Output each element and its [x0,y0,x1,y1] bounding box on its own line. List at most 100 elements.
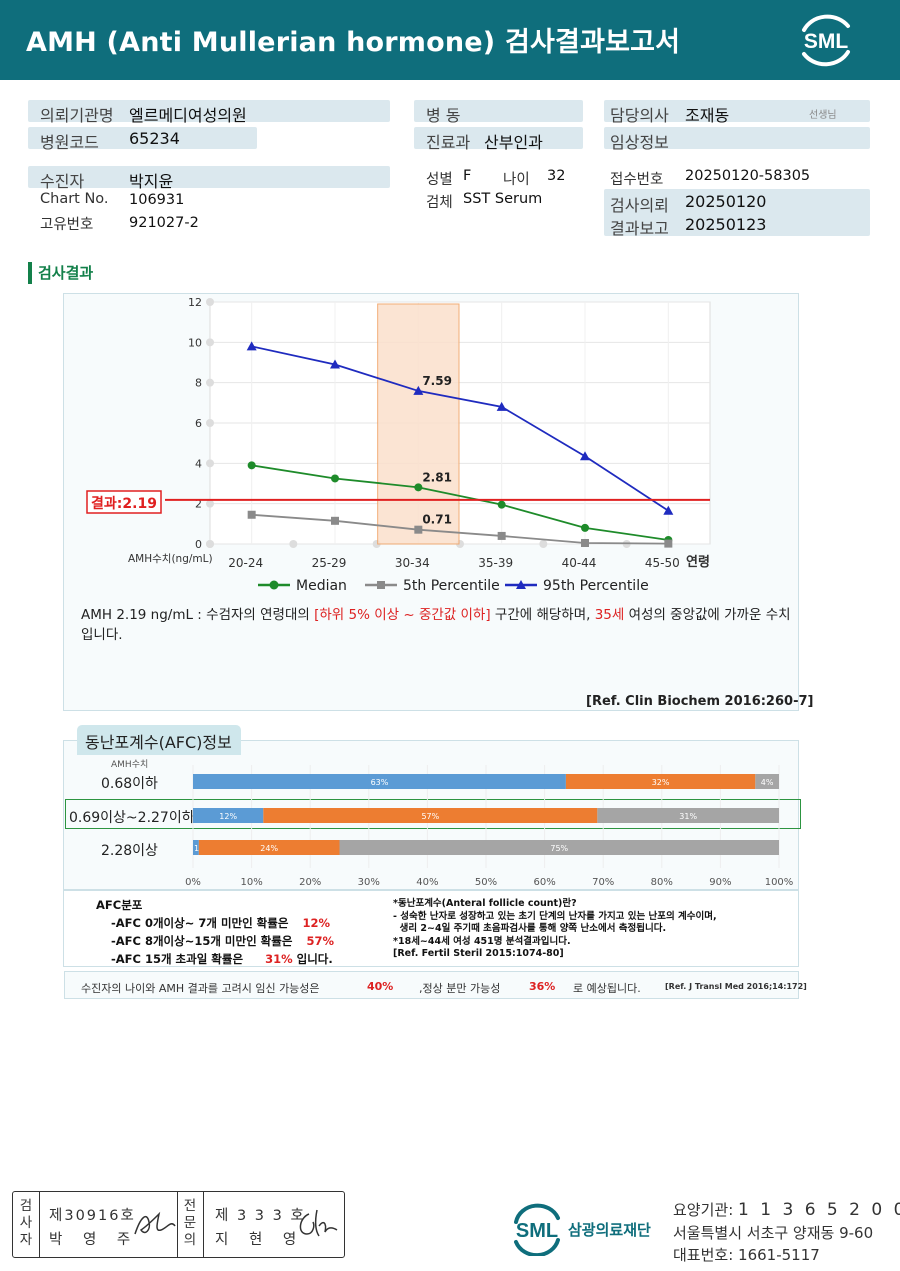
legend-marker-0 [269,580,279,590]
signature-box: 검사자 제30916호 박 영 주 전문의 제 3 3 3 호 지 현 영 [12,1191,345,1258]
afc-bar-label-0-2: 4% [761,778,774,787]
chart-no-value: 106931 [129,192,185,208]
series-line-2 [251,345,669,512]
legend-label-1: 5th Percentile [403,578,500,594]
y-tick-label-3: 6 [195,417,202,430]
phone-label: 대표번호: [673,1246,734,1264]
afc-notes-panel [63,890,799,967]
afc-row-label-0: 0.68이하 [101,776,158,792]
doctor-label: 담당의사 [610,106,669,125]
footer-logo-text: SML [516,1220,558,1242]
afc-tick-10: 100% [765,877,794,888]
point-1-3 [497,531,506,540]
y-tick-dot [206,338,214,347]
summary-text3: 로 예상됩니다. [573,982,641,995]
tester-column-label: 검사자 [19,1198,33,1248]
afc-line2-text: -AFC 8개이상~15개 미만인 확률은 [111,934,293,948]
footer-agency: 요양기관: 1 1 3 6 5 2 0 0 [673,1199,900,1220]
y-tick-dot [206,499,214,508]
agency-label: 요양기관: [673,1201,734,1219]
point-1-4 [581,538,589,547]
afc-small-label: AMH수치 [111,760,149,770]
y-tick-label-1: 2 [195,498,202,511]
afc-desc-l4: *18세~44세 여성 451명 분석결과입니다. [393,935,571,947]
afc-desc-l2: - 성숙한 난자로 성장하고 있는 초기 단계의 난자를 가지고 있는 난포의 … [393,910,717,922]
tester-license: 제30916호 [49,1208,136,1224]
afc-line1-val: 12% [302,916,330,930]
afc-bar-label-2-1: 24% [260,844,278,853]
specialist-column-label: 전문의 [183,1198,197,1248]
afc-bar-0-0 [193,774,566,789]
ward-row: 병 동 [414,100,583,125]
afc-line2-val: 57% [306,934,334,948]
afc-row-label-1: 0.69이상~2.27이하 [69,810,195,826]
x-tick-dot [539,540,548,548]
afc-bar-1-2 [597,808,779,823]
code-label: 병원코드 [40,133,99,152]
uid-value: 921027-2 [129,215,199,231]
point-2-3 [496,401,507,411]
specialist-name: 지 현 영 [215,1232,305,1248]
afc-bar-label-1-2: 31% [679,812,697,821]
afc-bar-label-1-1: 57% [421,812,439,821]
afc-bar-0-2 [755,774,779,789]
desc-part4: 35세 [594,607,625,623]
point-0-3 [497,500,506,509]
x-tick-label-5: 45-50 [645,556,680,570]
point-0-0 [247,461,256,470]
afc-line3-text: -AFC 15개 초과일 확률은 [111,952,244,966]
receipt-label: 접수번호 [610,172,664,188]
afc-notes-line3: -AFC 15개 초과일 확률은 31% 입니다. [96,950,334,968]
afc-bars: 63%32%4%12%57%31%1%24%75% [193,774,779,855]
sex-value: F [463,168,472,184]
phone-number: 1661-5117 [738,1246,820,1264]
x-tick-label-2: 30-34 [395,556,430,570]
afc-line3-val: 31% [265,952,293,966]
code-value: 65234 [129,129,180,148]
dept-label: 진료과 [426,133,471,152]
afc-tick-3: 30% [358,877,380,888]
request-value: 20250120 [685,192,767,211]
chart-series-group [246,341,674,548]
code-row: 병원코드 65234 [28,127,257,152]
afc-desc-l1: *동난포계수(Anteral follicle count)란? [393,898,577,909]
series-line-0 [251,464,669,541]
afc-desc-l3: 생리 2~4일 주기때 초음파검사를 통해 양쪽 난소에서 측정됩니다. [393,923,667,934]
tester-signature-icon [134,1211,176,1235]
afc-bar-label-1-0: 12% [219,812,237,821]
report-title: AMH (Anti Mullerian hormone) 검사결과보고서 [26,27,681,58]
point-1-5 [664,539,673,548]
afc-tick-9: 90% [709,877,731,888]
afc-stacked-bar-chart: 63%32%4%12%57%31%1%24%75% 0%10%20%30%40%… [185,765,793,888]
afc-highlight-row [65,799,801,829]
facility-value: 엘르메디여성의원 [129,106,247,125]
afc-bar-0-1 [565,774,756,789]
facility-row: 의뢰기관명 엘르메디여성의원 [28,100,390,125]
afc-bar-label-0-0: 63% [371,778,389,787]
point-2-2 [413,385,424,395]
chart-legend: Median 5th Percentile 95th Percentile [258,578,649,594]
agency-number: 1 1 3 6 5 2 0 0 [738,1200,900,1220]
y-axis-label: AMH수치(ng/mL) [128,553,213,565]
point-1-1 [331,516,339,525]
afc-bar-label-0-1: 32% [652,778,670,787]
report-header: AMH (Anti Mullerian hormone) 검사결과보고서 SML [0,0,900,80]
y-tick-dot [206,459,214,468]
point-1-2 [414,525,423,534]
summary-ref: [Ref. J Transl Med 2016;14:172] [665,982,807,991]
doctor-row: 담당의사 조재동 선생님 [604,100,870,125]
legend-label-2: 95th Percentile [543,578,649,594]
series-line-1 [251,513,669,545]
chart-no-label: Chart No. [40,191,109,207]
y-tick-dot [206,378,214,387]
point-label-0: 7.59 [422,374,452,388]
y-tick-dot [206,419,214,427]
afc-notes-line1: -AFC 0개이상~ 7개 미만인 확률은 12% [96,914,334,932]
request-label: 검사의뢰 [610,196,669,215]
dates-box: 검사의뢰 20250120 결과보고 20250123 [604,189,870,238]
result-badge: 결과:2.19 [86,490,162,514]
sex-label: 성별 [426,172,453,188]
afc-axis-ticks: 0% 10% 20% 30% 40% 50% 60% 70% 80% 90% 100% [185,877,793,888]
afc-notes-title: AFC분포 [96,898,143,912]
